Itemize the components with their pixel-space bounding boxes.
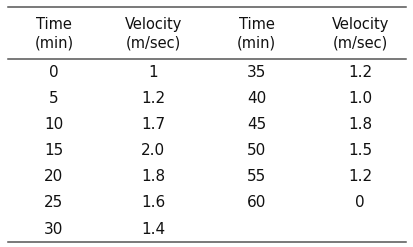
Text: 50: 50: [247, 143, 266, 158]
Text: 10: 10: [44, 117, 63, 132]
Text: 35: 35: [247, 65, 266, 80]
Text: 0: 0: [49, 65, 59, 80]
Text: 1.7: 1.7: [141, 117, 165, 132]
Text: 60: 60: [247, 195, 266, 210]
Text: 15: 15: [44, 143, 63, 158]
Text: 1.2: 1.2: [141, 91, 165, 106]
Text: 0: 0: [354, 195, 364, 210]
Text: 1.5: 1.5: [347, 143, 371, 158]
Text: 45: 45: [247, 117, 266, 132]
Text: 1.4: 1.4: [141, 222, 165, 237]
Text: 1.8: 1.8: [347, 117, 371, 132]
Text: 1.0: 1.0: [347, 91, 371, 106]
Text: 20: 20: [44, 169, 63, 184]
Text: Velocity
(m/sec): Velocity (m/sec): [331, 17, 388, 50]
Text: 1.8: 1.8: [141, 169, 165, 184]
Text: 1: 1: [148, 65, 158, 80]
Text: 5: 5: [49, 91, 59, 106]
Text: 55: 55: [247, 169, 266, 184]
Text: 25: 25: [44, 195, 63, 210]
Text: 1.6: 1.6: [141, 195, 165, 210]
Text: 1.2: 1.2: [347, 65, 371, 80]
Text: 2.0: 2.0: [141, 143, 165, 158]
Text: 40: 40: [247, 91, 266, 106]
Text: Time
(min): Time (min): [34, 17, 73, 50]
Text: Time
(min): Time (min): [237, 17, 275, 50]
Text: 30: 30: [44, 222, 63, 237]
Text: Velocity
(m/sec): Velocity (m/sec): [124, 17, 181, 50]
Text: 1.2: 1.2: [347, 169, 371, 184]
